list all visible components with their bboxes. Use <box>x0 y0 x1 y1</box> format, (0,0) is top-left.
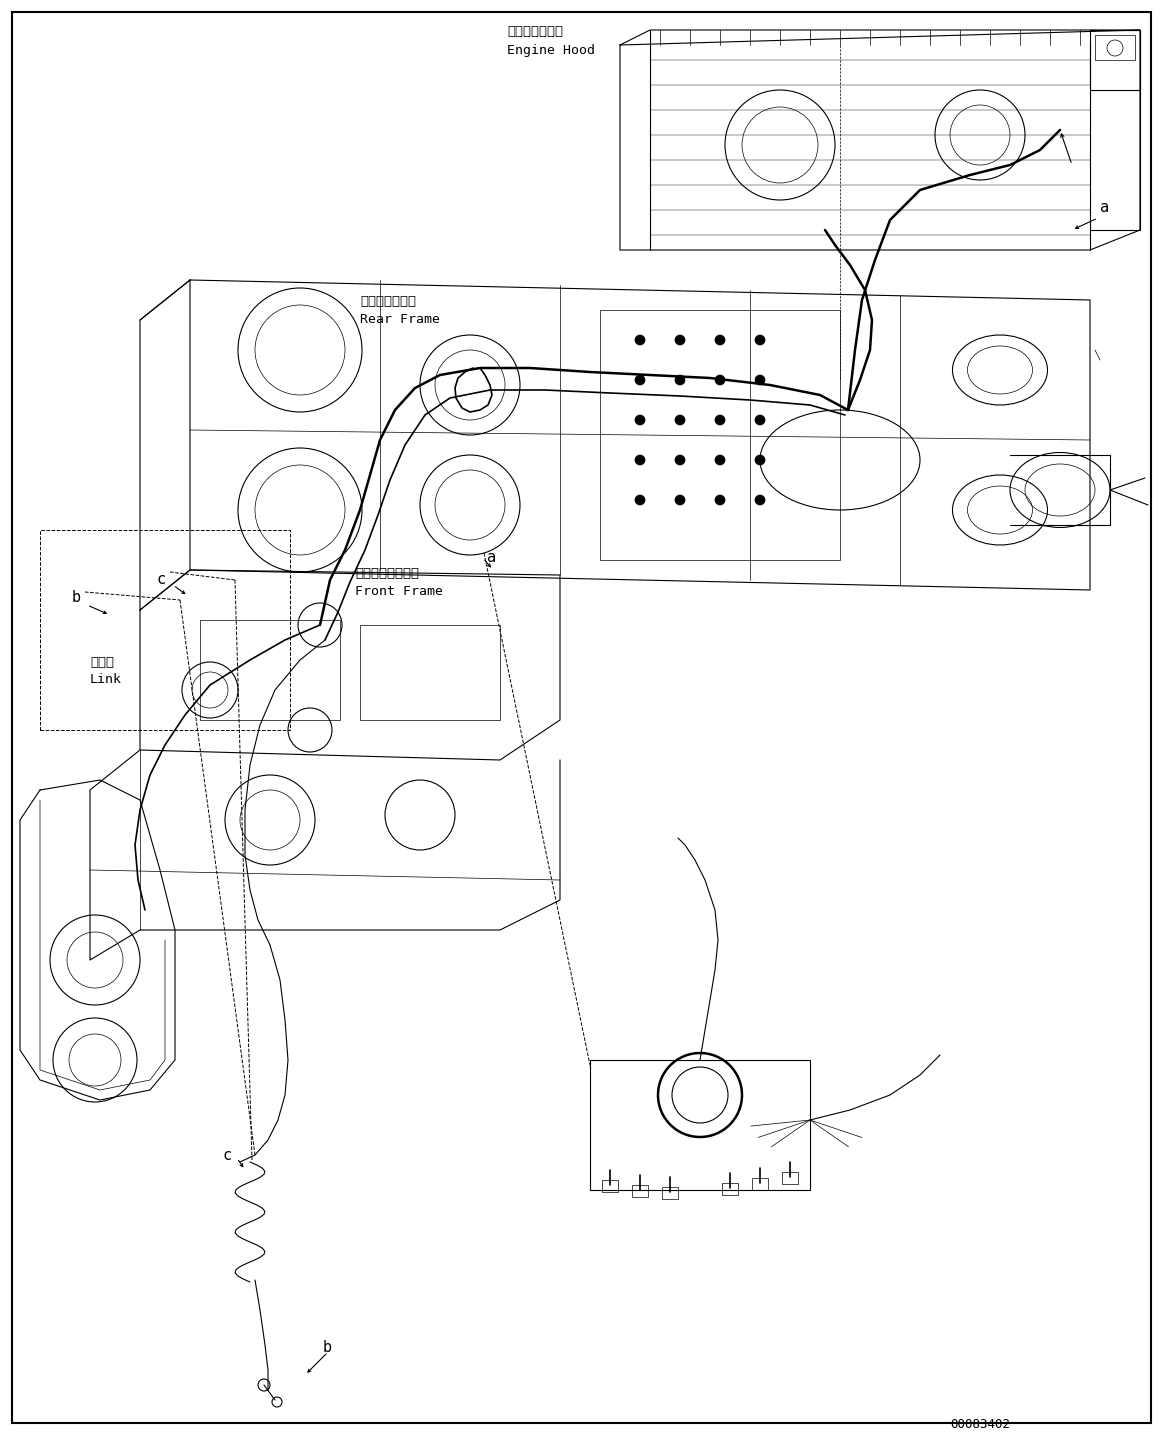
Text: エンジンフード: エンジンフード <box>507 24 563 37</box>
Circle shape <box>755 495 765 505</box>
Circle shape <box>675 375 685 385</box>
Circle shape <box>715 334 725 344</box>
Text: 00083402: 00083402 <box>950 1418 1009 1431</box>
Bar <box>722 1182 739 1195</box>
Text: Link: Link <box>90 673 122 686</box>
Circle shape <box>675 334 685 344</box>
Text: a: a <box>1100 199 1110 215</box>
Text: フロントフレーム: フロントフレーム <box>355 567 419 580</box>
Text: Rear Frame: Rear Frame <box>361 313 440 326</box>
Circle shape <box>675 495 685 505</box>
Bar <box>200 620 340 720</box>
Circle shape <box>635 415 645 425</box>
Circle shape <box>715 495 725 505</box>
Bar <box>361 626 500 720</box>
Circle shape <box>635 334 645 344</box>
Circle shape <box>755 375 765 385</box>
Bar <box>1096 34 1135 60</box>
Text: b: b <box>72 590 81 606</box>
Bar <box>600 310 840 560</box>
Circle shape <box>715 375 725 385</box>
Bar <box>782 1172 798 1184</box>
Circle shape <box>715 455 725 465</box>
Text: Engine Hood: Engine Hood <box>507 44 595 57</box>
Circle shape <box>635 495 645 505</box>
Bar <box>590 1060 809 1190</box>
Text: Front Frame: Front Frame <box>355 585 443 598</box>
Text: a: a <box>487 550 497 565</box>
Bar <box>632 1185 648 1197</box>
Text: c: c <box>222 1148 231 1162</box>
Circle shape <box>675 455 685 465</box>
Circle shape <box>755 415 765 425</box>
Bar <box>662 1187 678 1200</box>
Text: リンク: リンク <box>90 656 114 669</box>
Bar <box>752 1178 768 1190</box>
Circle shape <box>635 375 645 385</box>
Circle shape <box>755 334 765 344</box>
Bar <box>40 530 290 730</box>
Text: c: c <box>157 573 166 587</box>
Circle shape <box>715 415 725 425</box>
Bar <box>602 1180 618 1192</box>
Text: リヤーフレーム: リヤーフレーム <box>361 296 416 309</box>
Circle shape <box>755 455 765 465</box>
Bar <box>1090 30 1140 90</box>
Circle shape <box>635 455 645 465</box>
Text: b: b <box>323 1340 333 1355</box>
Circle shape <box>675 415 685 425</box>
